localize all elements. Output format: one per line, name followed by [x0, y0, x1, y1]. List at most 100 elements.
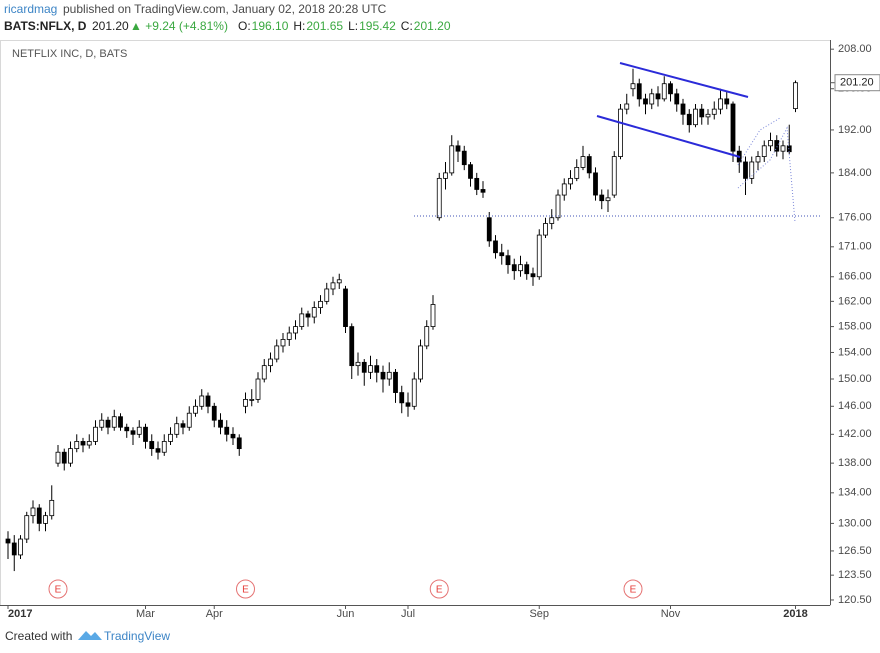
earnings-marker: [236, 579, 255, 599]
y-tick-label: 208.00: [838, 43, 872, 55]
y-tick-label: 146.00: [838, 400, 872, 412]
candle-body: [624, 103, 630, 110]
candle-body: [74, 441, 80, 450]
candle-body: [411, 378, 417, 407]
price-label: 201.20: [840, 77, 874, 89]
y-tick-label: 126.50: [838, 545, 872, 557]
candle-body: [743, 161, 748, 179]
candle-body: [143, 426, 148, 442]
candle-body: [399, 392, 405, 404]
candle-body: [499, 252, 505, 257]
candle-body: [686, 113, 692, 126]
y-tick-label: 130.00: [838, 517, 872, 529]
y-tick-label: 162.00: [838, 295, 872, 307]
candle-body: [305, 313, 311, 318]
candle-body: [705, 113, 711, 118]
candle-body: [105, 419, 111, 428]
symbol: BATS:NFLX, D: [4, 19, 87, 33]
x-tick-label: Nov: [661, 608, 681, 620]
candle-body: [380, 371, 386, 380]
candle-body: [636, 83, 642, 100]
candle-body: [655, 93, 661, 100]
candle-body: [11, 542, 17, 556]
candle-body: [761, 145, 767, 157]
y-tick-label: 184.00: [838, 167, 872, 179]
candle-body: [349, 326, 355, 367]
candle-body: [149, 441, 155, 450]
earnings-label: E: [55, 585, 62, 596]
y-tick-label: 192.00: [838, 124, 872, 136]
candle-body: [330, 282, 336, 290]
y-tick-label: 176.00: [838, 212, 872, 224]
candle-body: [355, 361, 361, 367]
quote-value: 201.20: [414, 19, 451, 33]
last: 201.20: [92, 19, 129, 33]
candle-body: [224, 426, 230, 435]
candle-body: [68, 448, 73, 464]
projection: [737, 126, 796, 223]
earnings-label: E: [630, 585, 637, 596]
candle-body: [724, 98, 730, 105]
candle-body: [780, 145, 786, 152]
candle-body: [155, 448, 161, 453]
earnings-label: E: [242, 585, 249, 596]
earnings-marker: [623, 579, 643, 599]
candle-body: [618, 108, 623, 157]
logo: [78, 631, 102, 640]
candle-body: [580, 156, 586, 168]
y-tick-label: 138.00: [838, 457, 872, 469]
candle-body: [218, 419, 223, 428]
y-tick-label: 134.00: [838, 487, 872, 499]
x-tick-label: Sep: [529, 608, 549, 620]
candle-body: [18, 538, 23, 556]
candle-body: [593, 172, 598, 196]
candle-body: [749, 161, 755, 179]
candle-body: [555, 194, 561, 219]
candle-body: [324, 288, 330, 302]
candle-body: [461, 150, 467, 166]
footer-brand[interactable]: TradingView: [104, 629, 170, 643]
user[interactable]: ricardmag: [4, 2, 57, 16]
candle-body: [574, 167, 580, 179]
candle-body: [793, 82, 798, 110]
x-tick-label: 2017: [8, 608, 32, 620]
candle-body: [261, 365, 267, 380]
candle-body: [193, 405, 198, 414]
candle-body: [480, 189, 486, 193]
candle-body: [368, 365, 373, 373]
candle-body: [405, 402, 411, 407]
earnings-marker: [48, 579, 68, 599]
x-tick-label: Mar: [136, 608, 155, 620]
candle-body: [605, 197, 611, 202]
candle-body: [236, 437, 242, 450]
channel-lower: [596, 115, 741, 158]
candle-body: [5, 538, 11, 544]
candle-body: [30, 507, 36, 517]
candle-body: [86, 441, 92, 446]
candle-body: [611, 156, 617, 196]
candle-body: [630, 83, 636, 90]
candle-body: [643, 98, 648, 105]
x-tick-label: Jun: [337, 608, 355, 620]
candle-body: [586, 156, 592, 174]
candle-body: [668, 83, 673, 95]
candle-body: [230, 433, 236, 439]
candle-body: [374, 365, 380, 373]
candle-body: [680, 103, 686, 115]
quote-value: 201.65: [306, 19, 343, 33]
candle-body: [530, 273, 536, 278]
candle-body: [568, 177, 573, 185]
channel-upper: [619, 62, 749, 98]
quote-value: 195.42: [359, 19, 396, 33]
x-tick-label: Jul: [401, 608, 415, 620]
change: ▲ +9.24 (+4.81%): [130, 19, 228, 33]
candle-body: [168, 433, 173, 442]
candle-body: [711, 108, 717, 115]
candle-body: [699, 108, 705, 118]
candle-body: [293, 326, 298, 334]
quote: O: 196.10 H: 201.65 L: 195.42 C: 201.20: [238, 19, 451, 33]
candle-body: [493, 240, 498, 254]
candle-body: [430, 304, 436, 327]
candle-body: [443, 172, 448, 179]
